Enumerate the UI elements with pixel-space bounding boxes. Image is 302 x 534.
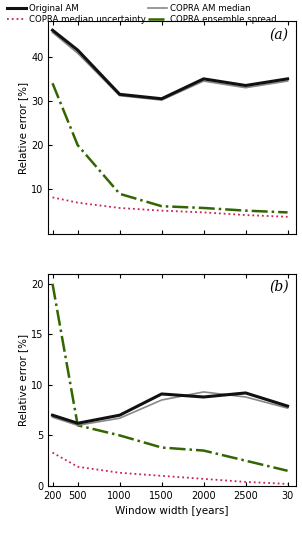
Text: (a): (a) [269,28,288,42]
Y-axis label: Relative error [%]: Relative error [%] [18,81,28,174]
X-axis label: Window width [years]: Window width [years] [115,506,229,516]
Legend: Original AM, COPRA median uncertainty, COPRA AM median, COPRA ensemble spread: Original AM, COPRA median uncertainty, C… [7,4,276,25]
Y-axis label: Relative error [%]: Relative error [%] [18,334,28,426]
Text: (b): (b) [269,280,288,294]
